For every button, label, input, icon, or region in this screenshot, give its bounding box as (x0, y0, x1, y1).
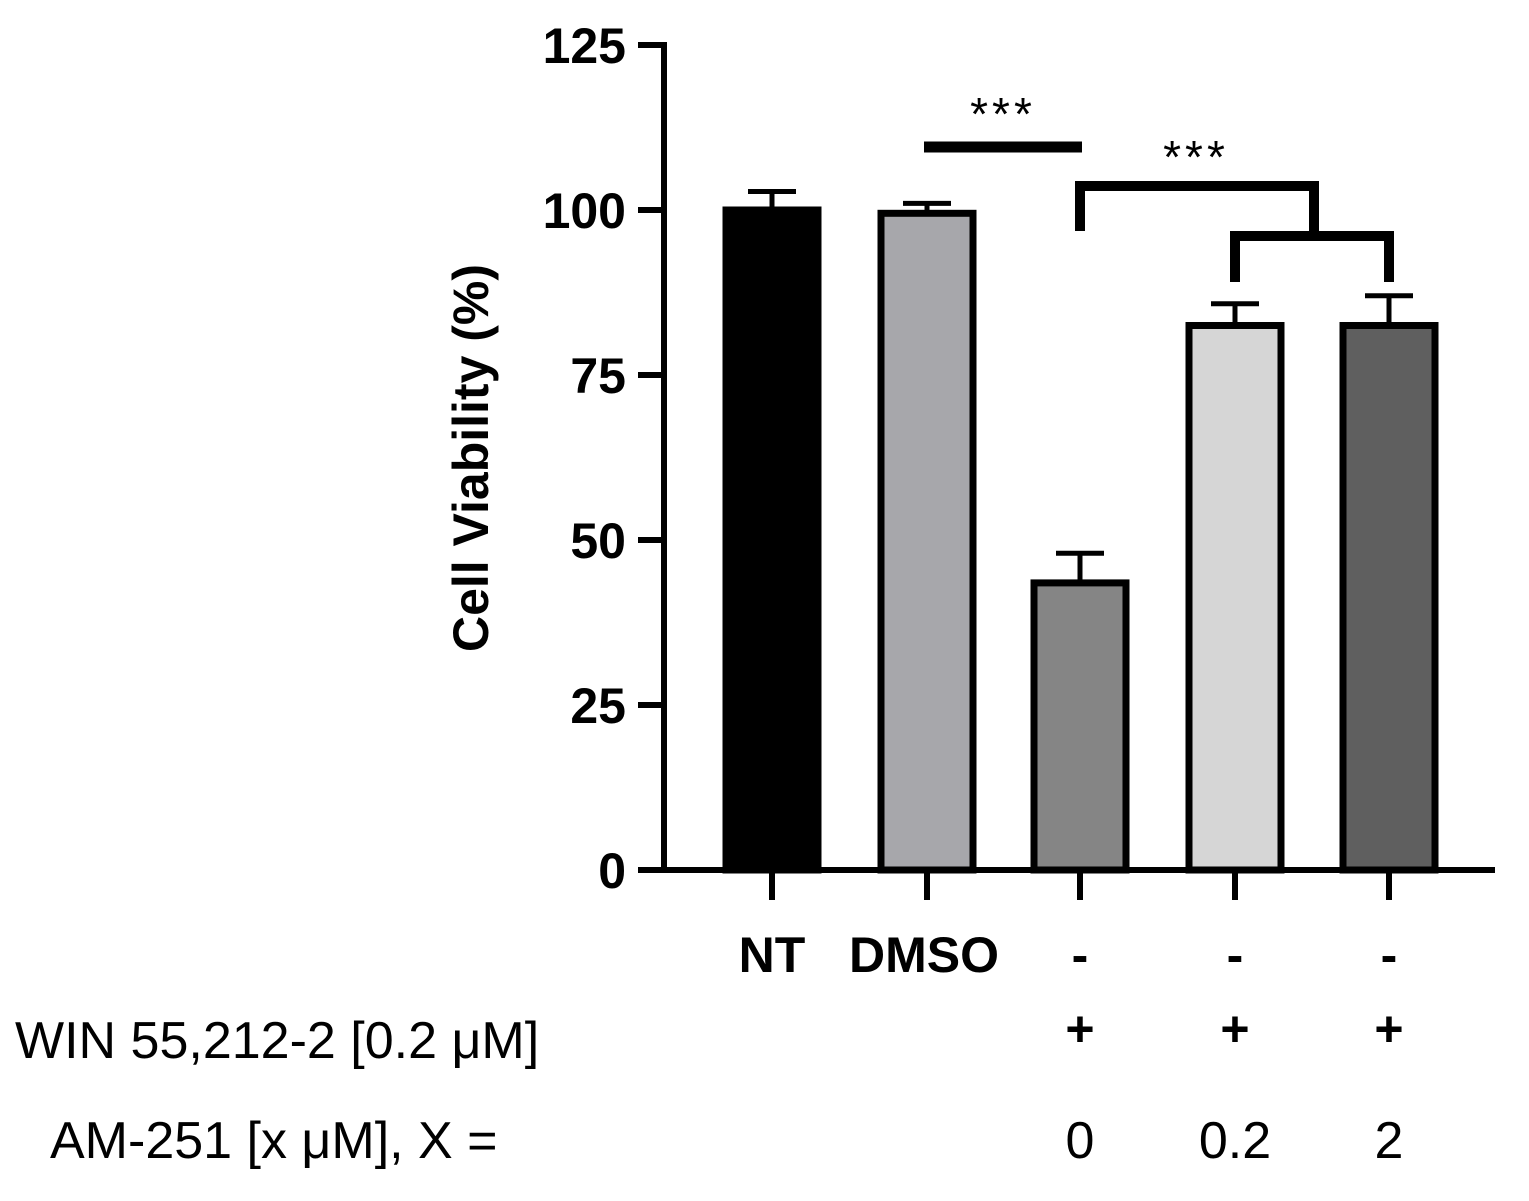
group-label-dmso: DMSO (849, 927, 999, 983)
bar (1185, 322, 1285, 874)
win-row-value: + (1220, 1001, 1249, 1057)
dmso-row-value: - (1381, 927, 1398, 983)
condition-labels: NT DMSO - - - WIN 55,212-2 [0.2 μM] + + + AM-251 … (15, 927, 1404, 1170)
y-tick-label: 50 (570, 513, 626, 569)
y-tick-label: 25 (570, 678, 626, 734)
significance-asterisks: *** (970, 88, 1036, 140)
y-tick-label: 100 (543, 183, 626, 239)
dmso-row-value: - (1227, 927, 1244, 983)
am-row-value: 0 (1066, 1112, 1095, 1170)
bar (722, 206, 822, 874)
am-row-label: AM-251 [x μM], X = (50, 1112, 498, 1170)
y-axis-label: Cell Viability (%) (443, 264, 499, 652)
win-row-value: + (1065, 1001, 1094, 1057)
am-row-value: 2 (1375, 1112, 1404, 1170)
bar (1339, 322, 1439, 874)
bars (722, 206, 1439, 874)
error-bars (748, 189, 1413, 583)
axes: 0 25 50 75 100 125 Cell Viability (%) (443, 18, 1495, 900)
win-row-label: WIN 55,212-2 [0.2 μM] (15, 1012, 539, 1070)
y-tick-label: 75 (570, 348, 626, 404)
dmso-row-value: - (1072, 927, 1089, 983)
significance-markers: *** *** (924, 88, 1394, 282)
y-tick-label: 0 (598, 843, 626, 899)
am-row-value: 0.2 (1199, 1112, 1271, 1170)
y-tick-label: 125 (543, 18, 626, 74)
group-label-nt: NT (739, 927, 806, 983)
bar (1030, 579, 1130, 874)
significance-asterisks: *** (1163, 131, 1229, 183)
significance-bracket (1075, 181, 1319, 236)
significance-bracket-sub (1230, 231, 1394, 282)
win-row-value: + (1374, 1001, 1403, 1057)
bar (877, 209, 977, 874)
